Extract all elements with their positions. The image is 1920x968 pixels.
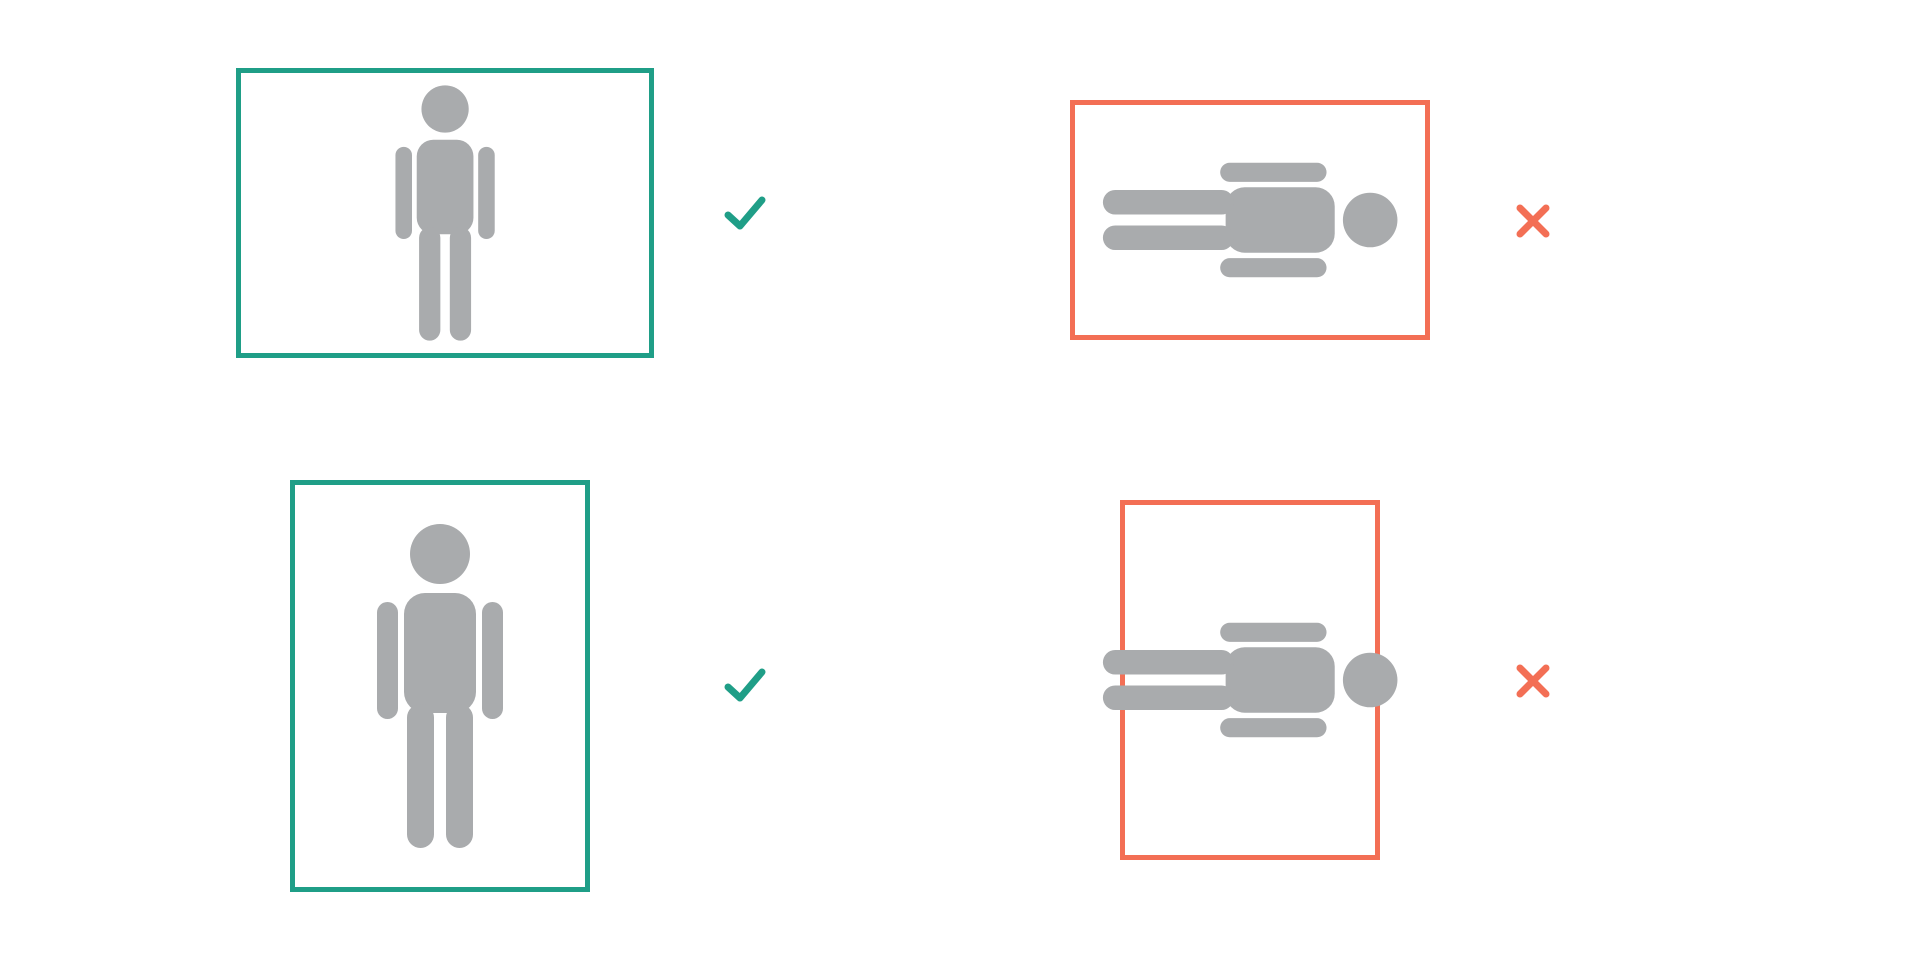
panel-incorrect-landscape bbox=[1070, 100, 1430, 340]
panel-correct-landscape bbox=[236, 68, 654, 358]
check-icon bbox=[720, 188, 770, 238]
panel-incorrect-portrait bbox=[1120, 500, 1380, 860]
cross-icon bbox=[1508, 656, 1558, 706]
correct-mark bbox=[720, 188, 770, 238]
panel-correct-portrait bbox=[290, 480, 590, 892]
cross-icon bbox=[1508, 196, 1558, 246]
person-icon bbox=[1100, 152, 1400, 288]
check-icon bbox=[720, 660, 770, 710]
incorrect-mark bbox=[1508, 656, 1558, 706]
person-icon bbox=[386, 83, 504, 343]
incorrect-mark bbox=[1508, 196, 1558, 246]
person-icon bbox=[365, 521, 515, 851]
person-icon bbox=[1100, 612, 1400, 748]
correct-mark bbox=[720, 660, 770, 710]
